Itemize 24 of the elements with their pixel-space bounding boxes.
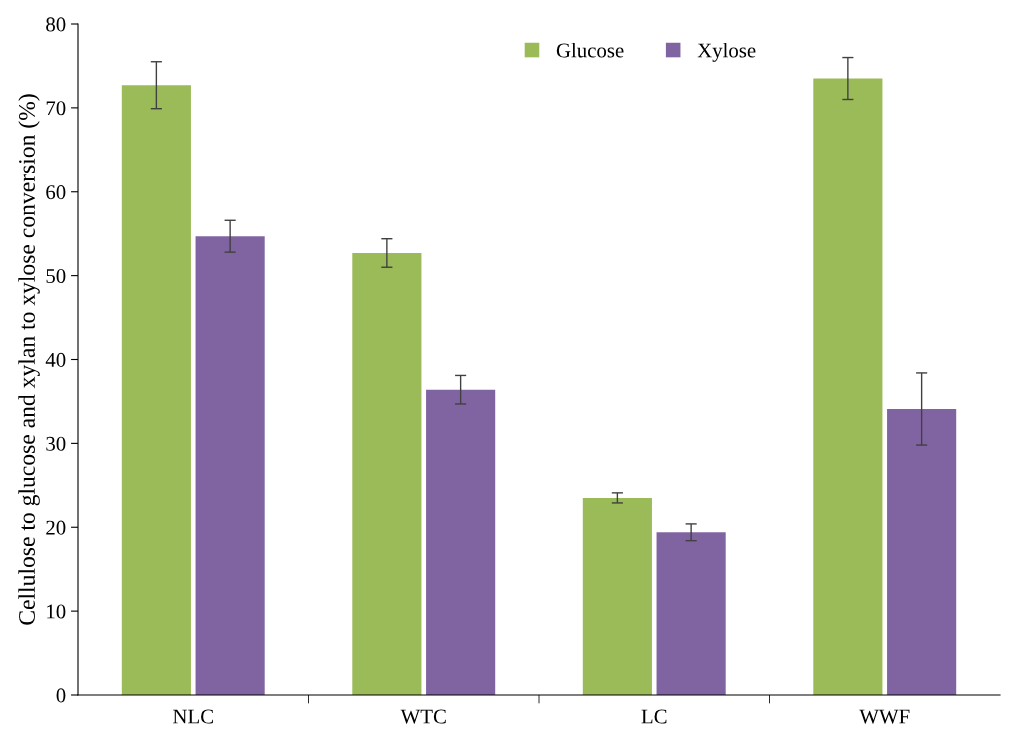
bar <box>426 389 496 695</box>
bar <box>352 252 422 695</box>
bar <box>195 236 265 695</box>
bar <box>121 85 191 695</box>
y-tick-label: 0 <box>56 688 66 703</box>
legend-label: Glucose <box>556 42 624 58</box>
y-tick-label: 40 <box>45 352 66 367</box>
x-tick-label: WWF <box>859 709 910 724</box>
y-tick-label: 50 <box>46 269 66 284</box>
y-tick-label: 70 <box>46 101 66 116</box>
y-tick-label: 30 <box>46 436 66 451</box>
bar <box>582 497 652 695</box>
y-tick-label: 10 <box>47 604 66 619</box>
x-tick-label: WTC <box>400 709 446 724</box>
y-tick-label: 20 <box>46 520 66 535</box>
y-axis-title: Cellulose to glucose and xylan to xylose conversion (%) <box>18 94 40 625</box>
y-tick-label: 60 <box>46 185 66 200</box>
x-tick-label: NLC <box>173 709 213 724</box>
bar <box>813 78 883 695</box>
bar <box>887 408 957 695</box>
legend-label: Xylose <box>697 42 756 62</box>
bar <box>656 532 726 695</box>
y-tick-label: 80 <box>46 17 66 32</box>
x-tick-label: LC <box>641 709 667 724</box>
